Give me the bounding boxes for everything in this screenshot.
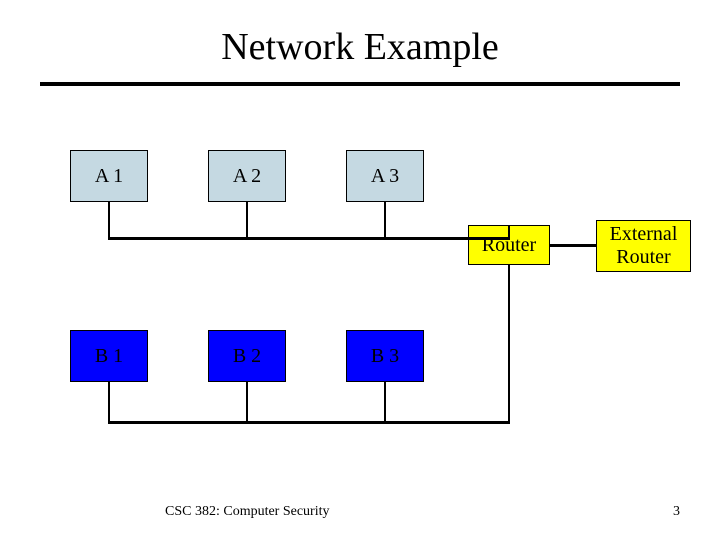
node-a3: A 3: [346, 150, 424, 202]
node-b3: B 3: [346, 330, 424, 382]
stub-b3: [384, 382, 386, 422]
bus-a: [108, 237, 510, 240]
node-b1: B 1: [70, 330, 148, 382]
stub-b1: [108, 382, 110, 422]
node-external-router: ExternalRouter: [596, 220, 691, 272]
stub-a3: [384, 202, 386, 238]
footer-course: CSC 382: Computer Security: [165, 504, 330, 520]
stub-router-down: [508, 265, 510, 422]
title-underline: [40, 82, 680, 86]
bus-b: [108, 421, 510, 424]
stub-router-up: [508, 225, 510, 238]
link-router-external: [550, 244, 596, 247]
stub-a1: [108, 202, 110, 238]
slide-title: Network Example: [0, 25, 720, 69]
page-number: 3: [673, 504, 680, 520]
stub-a2: [246, 202, 248, 238]
node-b2: B 2: [208, 330, 286, 382]
node-a1: A 1: [70, 150, 148, 202]
node-a2: A 2: [208, 150, 286, 202]
stub-b2: [246, 382, 248, 422]
